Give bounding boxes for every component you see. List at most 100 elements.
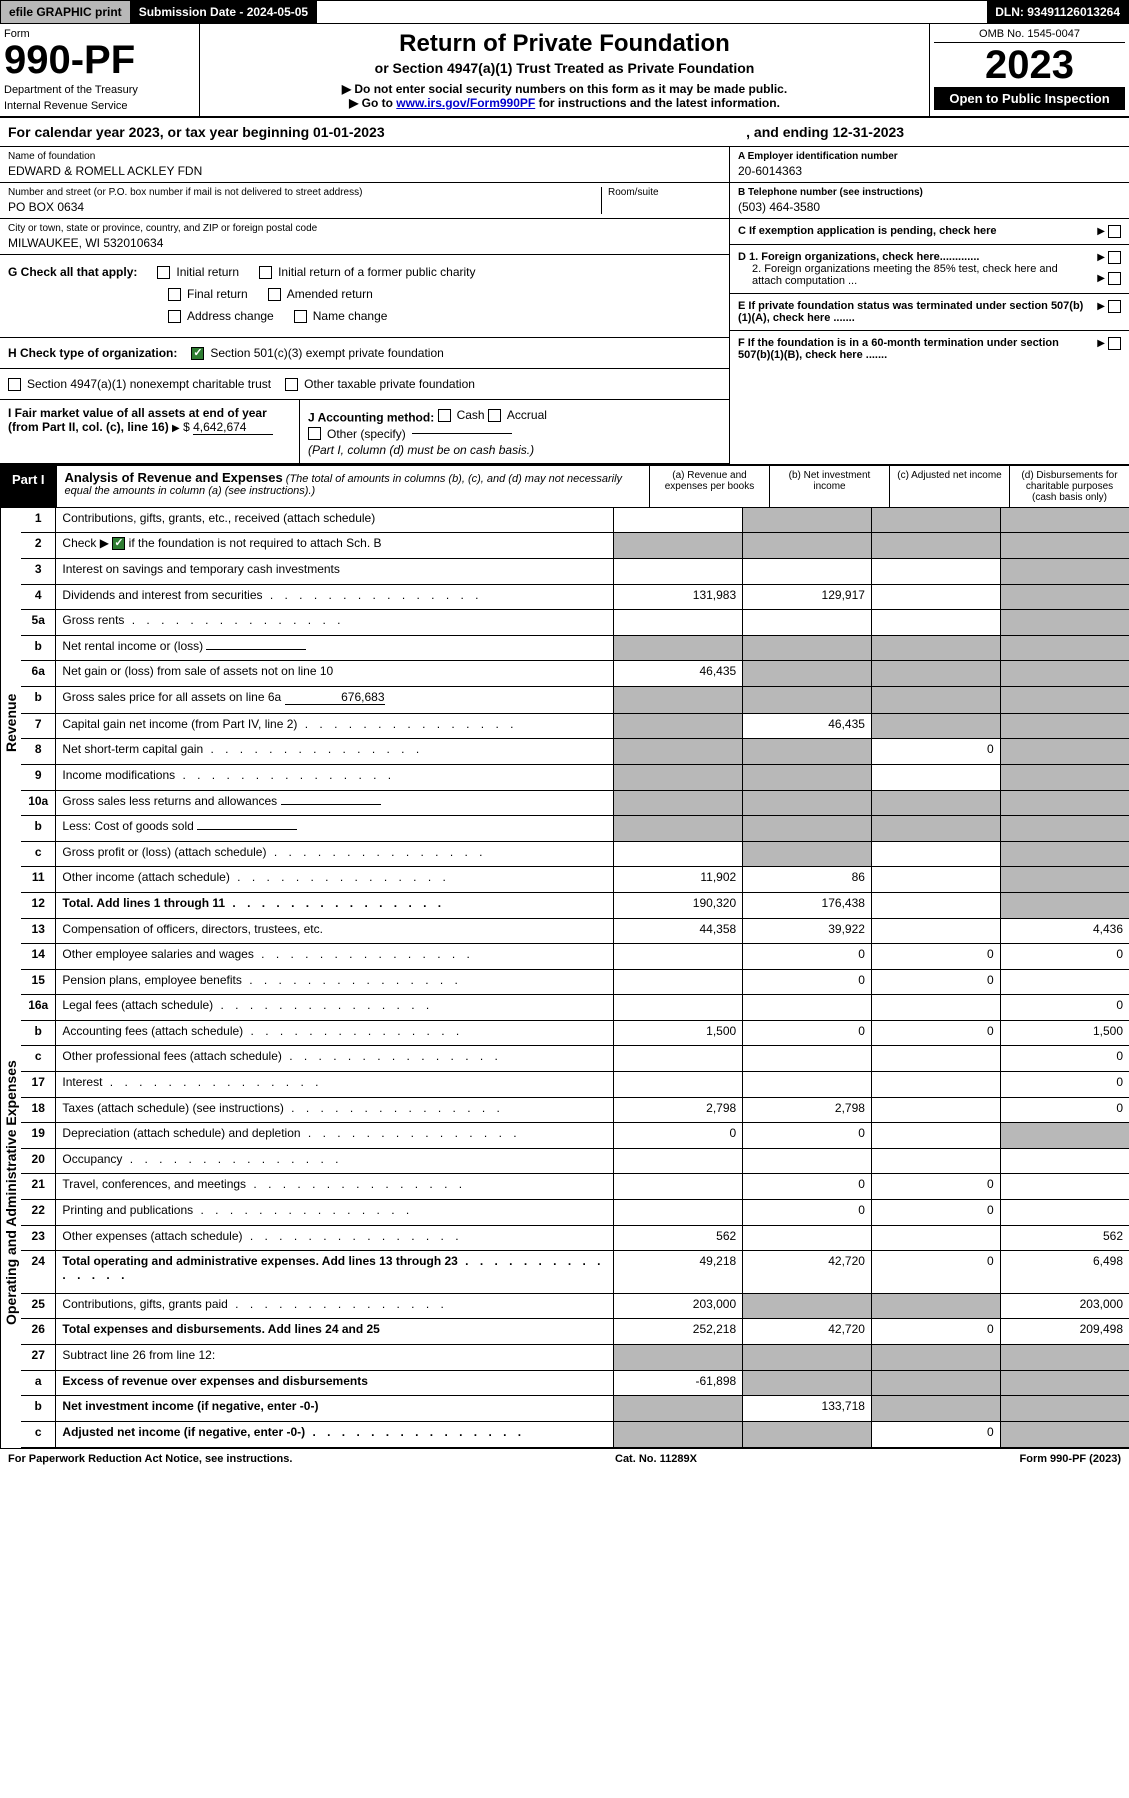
arrow-icon <box>1097 272 1105 284</box>
val-15b: 0 <box>743 969 872 995</box>
e-label: E If private foundation status was termi… <box>738 300 1083 324</box>
tax-year: 2023 <box>934 43 1125 87</box>
initial-return-checkbox[interactable] <box>157 266 170 279</box>
s4947-checkbox[interactable] <box>8 378 21 391</box>
name-change-checkbox[interactable] <box>294 310 307 323</box>
entity-info: Name of foundation EDWARD & ROMELL ACKLE… <box>0 147 1129 465</box>
line-27b: Net investment income (if negative, ente… <box>56 1396 614 1422</box>
table-row: 14Other employee salaries and wages000 <box>21 944 1129 970</box>
table-row: 16aLegal fees (attach schedule)0 <box>21 995 1129 1021</box>
address-change-label: Address change <box>187 309 274 323</box>
table-row: 21Travel, conferences, and meetings00 <box>21 1174 1129 1200</box>
cal-end: , and ending 12-31-2023 <box>746 124 904 140</box>
d2-label: 2. Foreign organizations meeting the 85%… <box>738 263 1089 287</box>
line-5b: Net rental income or (loss) <box>56 635 614 661</box>
part1-header: Part I Analysis of Revenue and Expenses … <box>0 465 1129 508</box>
foundation-name: EDWARD & ROMELL ACKLEY FDN <box>8 164 721 178</box>
submission-date: Submission Date - 2024-05-05 <box>131 1 317 23</box>
instructions-link[interactable]: www.irs.gov/Form990PF <box>396 96 535 110</box>
f-checkbox[interactable] <box>1108 337 1121 350</box>
s501c3-label: Section 501(c)(3) exempt private foundat… <box>210 346 443 360</box>
line-2-pre: Check ▶ <box>62 536 112 550</box>
val-26d: 209,498 <box>1000 1319 1129 1345</box>
line-10a-input[interactable] <box>281 804 381 805</box>
val-14d: 0 <box>1000 944 1129 970</box>
val-16ad: 0 <box>1000 995 1129 1021</box>
c-checkbox[interactable] <box>1108 225 1121 238</box>
foundation-name-cell: Name of foundation EDWARD & ROMELL ACKLE… <box>0 147 729 183</box>
col-c-header: (c) Adjusted net income <box>889 466 1009 507</box>
ein-label: A Employer identification number <box>738 151 1121 162</box>
year-box: OMB No. 1545-0047 2023 Open to Public In… <box>929 24 1129 116</box>
table-row: 8Net short-term capital gain0 <box>21 739 1129 765</box>
form-header: Form 990-PF Department of the Treasury I… <box>0 24 1129 118</box>
table-row: bNet rental income or (loss) <box>21 635 1129 661</box>
schb-checkbox[interactable] <box>112 537 125 550</box>
other-method-checkbox[interactable] <box>308 427 321 440</box>
s4947-label: Section 4947(a)(1) nonexempt charitable … <box>27 377 271 391</box>
dept-treasury: Department of the Treasury <box>4 84 191 96</box>
d2-checkbox[interactable] <box>1108 272 1121 285</box>
table-row: 4Dividends and interest from securities1… <box>21 584 1129 610</box>
val-16cd: 0 <box>1000 1046 1129 1072</box>
line-15: Pension plans, employee benefits <box>56 969 614 995</box>
section-i: I Fair market value of all assets at end… <box>0 400 300 463</box>
val-26a: 252,218 <box>614 1319 743 1345</box>
val-26c: 0 <box>871 1319 1000 1345</box>
line-14: Other employee salaries and wages <box>56 944 614 970</box>
other-taxable-checkbox[interactable] <box>285 378 298 391</box>
line-18: Taxes (attach schedule) (see instruction… <box>56 1097 614 1123</box>
info-left: Name of foundation EDWARD & ROMELL ACKLE… <box>0 147 729 464</box>
d1-checkbox[interactable] <box>1108 251 1121 264</box>
line-21: Travel, conferences, and meetings <box>56 1174 614 1200</box>
ein-cell: A Employer identification number 20-6014… <box>730 147 1129 183</box>
line-16c: Other professional fees (attach schedule… <box>56 1046 614 1072</box>
omb-number: OMB No. 1545-0047 <box>934 26 1125 43</box>
s501c3-checkbox[interactable] <box>191 347 204 360</box>
amended-return-checkbox[interactable] <box>268 288 281 301</box>
final-return-checkbox[interactable] <box>168 288 181 301</box>
line-16b: Accounting fees (attach schedule) <box>56 1020 614 1046</box>
line-10a: Gross sales less returns and allowances <box>56 790 614 816</box>
table-row: 15Pension plans, employee benefits00 <box>21 969 1129 995</box>
val-16ba: 1,500 <box>614 1020 743 1046</box>
val-11a: 11,902 <box>614 867 743 893</box>
e-checkbox[interactable] <box>1108 300 1121 313</box>
address-change-checkbox[interactable] <box>168 310 181 323</box>
ssn-warning: ▶ Do not enter social security numbers o… <box>210 82 919 96</box>
val-24c: 0 <box>871 1251 1000 1294</box>
goto-suffix: for instructions and the latest informat… <box>535 96 780 110</box>
val-18b: 2,798 <box>743 1097 872 1123</box>
fmv-assets: 4,642,674 <box>193 420 273 435</box>
table-row: bLess: Cost of goods sold <box>21 816 1129 842</box>
g-label: G Check all that apply: <box>8 265 137 279</box>
line-8: Net short-term capital gain <box>56 739 614 765</box>
address-value: PO BOX 0634 <box>8 200 601 214</box>
val-17d: 0 <box>1000 1072 1129 1098</box>
initial-former-checkbox[interactable] <box>259 266 272 279</box>
cash-label: Cash <box>457 408 485 422</box>
line-10b-input[interactable] <box>197 829 297 830</box>
section-g: G Check all that apply: Initial return I… <box>0 255 729 338</box>
table-row: 10aGross sales less returns and allowanc… <box>21 790 1129 816</box>
footer-right: Form 990-PF (2023) <box>1020 1453 1121 1465</box>
other-taxable-label: Other taxable private foundation <box>304 377 475 391</box>
line-25: Contributions, gifts, grants paid <box>56 1293 614 1319</box>
efile-print-button[interactable]: efile GRAPHIC print <box>1 1 131 23</box>
line-5b-input[interactable] <box>206 649 306 650</box>
val-26b: 42,720 <box>743 1319 872 1345</box>
opex-label: Operating and Administrative Expenses <box>0 938 21 1448</box>
table-row: 20Occupancy <box>21 1148 1129 1174</box>
telephone-cell: B Telephone number (see instructions) (5… <box>730 183 1129 219</box>
accrual-checkbox[interactable] <box>488 409 501 422</box>
part1-tag: Part I <box>0 466 57 507</box>
section-ij: I Fair market value of all assets at end… <box>0 399 729 464</box>
arrow-icon <box>1097 300 1105 312</box>
line-19: Depreciation (attach schedule) and deple… <box>56 1123 614 1149</box>
page-footer: For Paperwork Reduction Act Notice, see … <box>0 1448 1129 1469</box>
cash-checkbox[interactable] <box>438 409 451 422</box>
revenue-label: Revenue <box>0 508 21 938</box>
other-method-input[interactable] <box>412 433 512 434</box>
col-a-header: (a) Revenue and expenses per books <box>649 466 769 507</box>
val-13b: 39,922 <box>743 918 872 944</box>
